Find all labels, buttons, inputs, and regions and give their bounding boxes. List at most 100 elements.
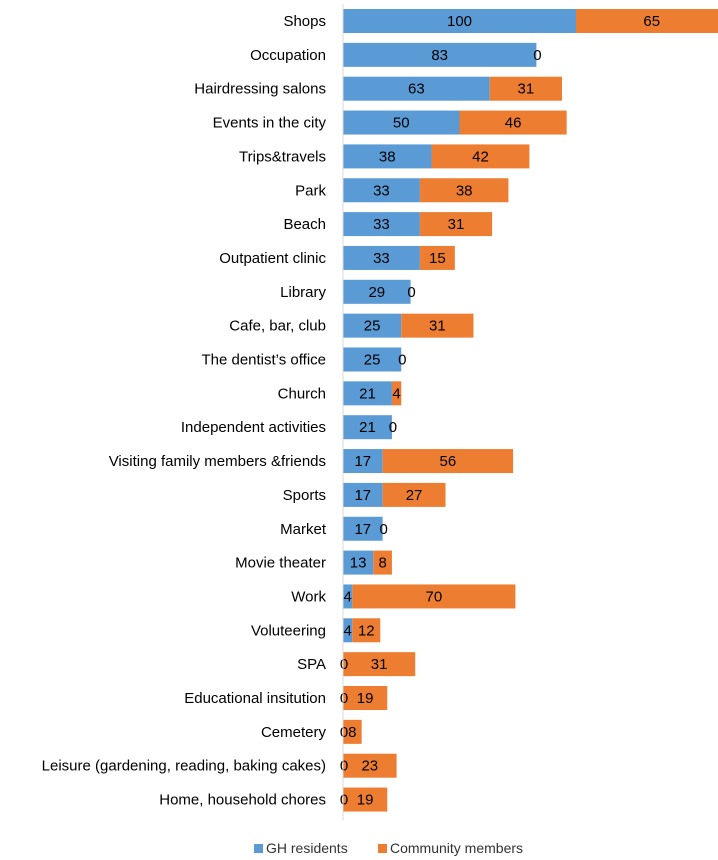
bar-community-members <box>382 482 446 507</box>
bar-community-members <box>343 719 362 744</box>
data-label: 31 <box>518 81 535 98</box>
bar-gh-residents <box>343 449 383 474</box>
data-label: 21 <box>359 419 376 436</box>
bar-community-members <box>489 76 563 101</box>
data-label: 0 <box>340 724 348 741</box>
data-label: 17 <box>354 521 371 538</box>
category-label: Library <box>280 284 326 301</box>
bar-gh-residents <box>343 76 490 101</box>
category-label: Market <box>280 521 327 538</box>
bar-gh-residents <box>343 279 411 304</box>
bar-gh-residents <box>343 144 432 169</box>
bar-community-members <box>343 753 397 778</box>
bar-gh-residents <box>343 482 383 507</box>
bar-community-members <box>419 212 493 237</box>
data-label: 19 <box>357 690 374 707</box>
category-label: Sports <box>283 487 326 504</box>
bar-community-members <box>576 9 718 33</box>
category-label: Work <box>291 588 326 605</box>
bar-community-members <box>382 449 514 474</box>
bar-community-members <box>431 144 530 169</box>
data-label: 63 <box>408 81 425 98</box>
data-label: 0 <box>533 47 541 64</box>
legend: GH residents Community members <box>254 840 523 856</box>
category-label: The dentist’s office <box>201 352 326 369</box>
category-label: Church <box>278 385 326 402</box>
bar-gh-residents <box>343 347 402 372</box>
bar-gh-residents <box>343 178 420 203</box>
data-label: 0 <box>340 690 348 707</box>
bar-community-members <box>373 550 392 575</box>
bar-community-members <box>401 313 474 338</box>
bar-community-members <box>459 110 567 135</box>
data-label: 65 <box>643 13 660 30</box>
bar-community-members <box>343 652 416 677</box>
data-label: 50 <box>393 115 410 132</box>
bar-community-members <box>352 618 381 643</box>
bar-gh-residents <box>343 110 460 135</box>
bar-community-members <box>391 381 402 406</box>
data-label: 29 <box>368 284 385 301</box>
data-label: 19 <box>357 792 374 809</box>
data-label: 33 <box>373 216 390 233</box>
data-label: 4 <box>392 385 400 402</box>
data-label: 31 <box>371 656 388 673</box>
category-label: Educational insitution <box>184 690 326 707</box>
data-label: 31 <box>429 318 446 335</box>
data-label: 42 <box>472 148 489 165</box>
data-label: 8 <box>378 555 386 572</box>
bars <box>343 9 718 812</box>
data-label: 31 <box>448 216 465 233</box>
bar-gh-residents <box>343 584 353 609</box>
category-label: Cemetery <box>261 724 327 741</box>
data-label: 15 <box>429 250 446 267</box>
category-label: Occupation <box>250 47 326 64</box>
data-label: 0 <box>389 419 397 436</box>
bar-community-members <box>419 245 455 270</box>
category-label: Cafe, bar, club <box>229 318 326 335</box>
category-label: Shops <box>283 13 326 30</box>
bar-gh-residents <box>343 516 383 541</box>
category-label: Park <box>295 182 326 199</box>
data-label: 17 <box>354 487 371 504</box>
data-label: 13 <box>350 555 367 572</box>
data-label: 8 <box>348 724 356 741</box>
bar-gh-residents <box>343 212 420 237</box>
bar-community-members <box>343 787 388 812</box>
data-label: 70 <box>426 588 443 605</box>
category-label: Movie theater <box>235 555 326 572</box>
category-label: Home, household chores <box>159 792 326 809</box>
bar-gh-residents <box>343 245 420 270</box>
category-label: Independent activities <box>181 419 326 436</box>
data-label: 0 <box>340 656 348 673</box>
data-label: 0 <box>407 284 415 301</box>
data-label: 25 <box>364 318 381 335</box>
bar-gh-residents <box>343 415 392 440</box>
bar-gh-residents <box>343 9 576 33</box>
data-label: 17 <box>354 453 371 470</box>
data-label: 4 <box>343 588 351 605</box>
bar-community-members <box>352 584 516 609</box>
data-label: 83 <box>431 47 448 64</box>
data-label: 46 <box>505 115 522 132</box>
data-label: 100 <box>447 13 472 30</box>
bar-gh-residents <box>343 618 353 643</box>
bar-gh-residents <box>343 550 374 575</box>
category-label: Events in the city <box>213 115 327 132</box>
bar-gh-residents <box>343 42 537 67</box>
bar-community-members <box>343 686 388 710</box>
data-label: 25 <box>364 352 381 369</box>
data-label: 0 <box>340 758 348 775</box>
data-label: 12 <box>358 622 375 639</box>
bar-community-members <box>419 178 509 203</box>
category-label: Hairdressing salons <box>194 81 326 98</box>
data-label: 27 <box>406 487 423 504</box>
legend-label-gh-residents: GH residents <box>266 840 348 856</box>
data-label: 56 <box>440 453 457 470</box>
category-labels: Shops Occupation Hairdressing salons Events… <box>42 13 327 809</box>
data-label: 0 <box>340 792 348 809</box>
bar-gh-residents <box>343 313 402 338</box>
data-label: 33 <box>373 250 390 267</box>
